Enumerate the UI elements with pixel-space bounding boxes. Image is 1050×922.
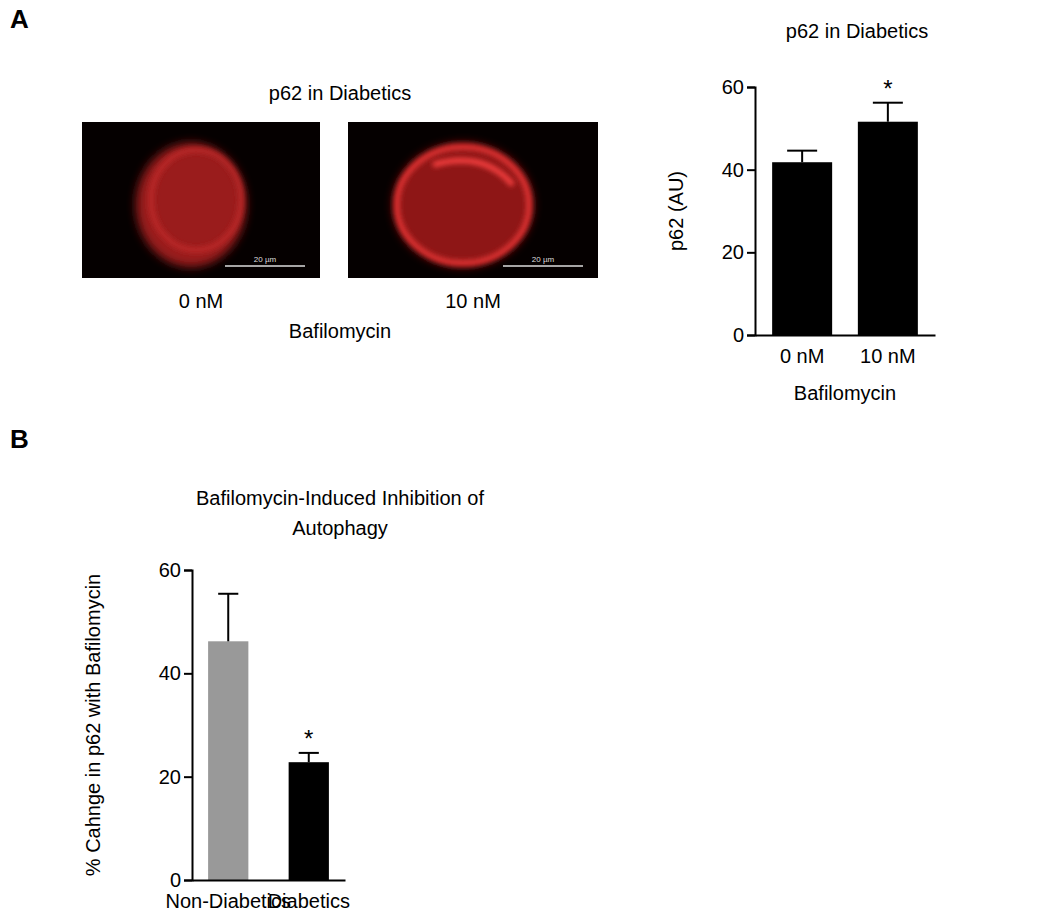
y-tick-label: 0 — [733, 324, 744, 346]
x-axis: Non-DiabeticsDiabetics — [165, 880, 349, 912]
bar — [772, 162, 832, 335]
chart: * 0 20 40 60 0 nM 10 nM p62 in Diabetics p62 (AU… — [665, 20, 936, 404]
image-background — [82, 122, 320, 278]
chart-title-line: p62 in Diabetics — [786, 20, 928, 42]
y-axis: 0 20 40 60 — [159, 559, 193, 891]
y-tick: 40 — [722, 159, 755, 181]
error-bar — [873, 103, 903, 122]
error-bar-cap — [787, 150, 817, 152]
panel-label: B — [10, 424, 29, 454]
y-tick-mark — [747, 252, 755, 254]
y-tick-mark — [184, 776, 192, 778]
chart-title-line: Autophagy — [292, 517, 388, 539]
plot-area — [208, 594, 329, 880]
chart: * 0 20 40 60 Non-DiabeticsDiabetics Bafilomyci… — [82, 487, 484, 912]
image-background — [348, 122, 598, 278]
bar — [208, 641, 248, 880]
y-tick: 20 — [722, 241, 755, 263]
micrograph: 20 µm — [348, 122, 598, 278]
x-tick-label: 10 nM — [860, 345, 916, 367]
error-bar-stem — [887, 103, 889, 122]
micrograph: 20 µm — [82, 122, 320, 278]
y-tick: 0 — [733, 324, 755, 346]
error-bar-stem — [308, 753, 310, 762]
scale-bar-label: 20 µm — [254, 255, 277, 264]
image-xlabel: Bafilomycin — [289, 320, 391, 342]
y-tick-mark — [184, 570, 192, 572]
image-label: 10 nM — [445, 290, 501, 312]
x-tick: 0 nM — [780, 335, 824, 367]
chart-title: Bafilomycin-Induced Inhibition of Autopha… — [196, 487, 484, 539]
y-tick-mark — [184, 880, 192, 882]
bar — [289, 762, 329, 880]
y-tick-label: 60 — [159, 559, 181, 581]
x-axis-line — [193, 880, 346, 882]
significance: * — [304, 725, 313, 752]
y-tick-mark — [747, 169, 755, 171]
x-axis-line — [756, 335, 936, 337]
cell — [136, 143, 246, 267]
image-label: 0 nM — [179, 290, 223, 312]
panel-label: A — [10, 4, 29, 34]
y-tick: 60 — [159, 559, 192, 581]
y-tick: 0 — [170, 869, 192, 891]
y-tick-label: 40 — [722, 159, 744, 181]
error-bar-cap — [218, 593, 238, 595]
error-bar-stem — [227, 594, 229, 642]
error-bar-cap — [873, 102, 903, 104]
y-tick: 20 — [159, 766, 192, 788]
y-axis: 0 20 40 60 — [722, 76, 756, 346]
x-tick: Diabetics — [268, 880, 350, 912]
y-tick-label: 0 — [170, 869, 181, 891]
y-tick-label: 40 — [159, 662, 181, 684]
cell-rim — [397, 147, 529, 263]
chart-title-line: Bafilomycin-Induced Inhibition of — [196, 487, 484, 509]
scale-bar — [503, 265, 583, 267]
significance: * — [883, 75, 892, 102]
y-tick: 40 — [159, 662, 192, 684]
error-bar — [218, 594, 238, 642]
cell-fold — [433, 161, 513, 186]
plot-area — [772, 103, 918, 335]
error-bar — [299, 753, 319, 762]
chart-title: p62 in Diabetics — [786, 20, 928, 42]
bar — [858, 122, 918, 335]
error-bar-stem — [801, 151, 803, 163]
y-tick-mark — [747, 87, 755, 89]
y-tick-label: 20 — [159, 766, 181, 788]
cell-rim — [151, 150, 241, 250]
y-tick-label: 60 — [722, 76, 744, 98]
x-tick-label: Diabetics — [268, 890, 350, 912]
cell — [393, 143, 533, 267]
y-tick-mark — [747, 335, 755, 337]
y-tick-label: 20 — [722, 241, 744, 263]
y-tick-mark — [184, 673, 192, 675]
x-tick-label: 0 nM — [780, 345, 824, 367]
x-axis-title: Bafilomycin — [794, 382, 896, 404]
x-axis: 0 nM 10 nM — [756, 335, 936, 367]
scale-bar — [225, 265, 305, 267]
error-bar-cap — [299, 752, 319, 754]
x-tick: 10 nM — [860, 335, 916, 367]
y-axis-title: % Cahnge in p62 with Bafilomycin — [82, 574, 104, 876]
y-tick: 60 — [722, 76, 755, 98]
y-axis-title: p62 (AU) — [665, 171, 687, 251]
error-bar — [787, 151, 817, 163]
y-axis-line — [747, 88, 756, 336]
y-axis-line — [184, 571, 193, 881]
scale-bar-label: 20 µm — [532, 255, 555, 264]
image-title: p62 in Diabetics — [269, 82, 411, 104]
figure: A Bp62 in Diabetics Bafilomycin 20 µm 0 nM 20… — [0, 0, 1050, 922]
